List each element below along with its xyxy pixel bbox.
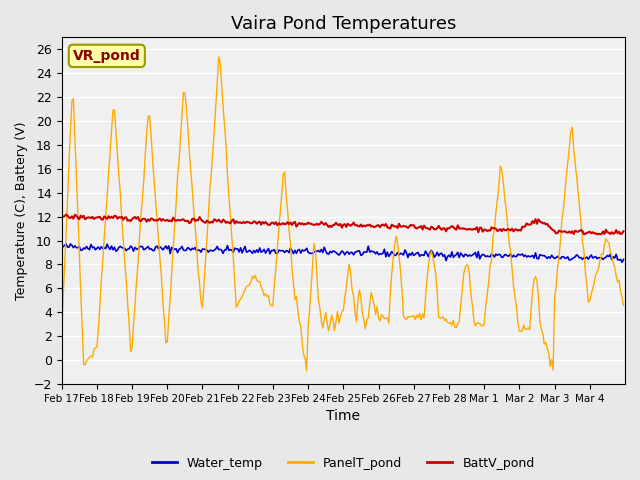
Text: VR_pond: VR_pond (73, 49, 141, 63)
Y-axis label: Temperature (C), Battery (V): Temperature (C), Battery (V) (15, 121, 28, 300)
Legend: Water_temp, PanelT_pond, BattV_pond: Water_temp, PanelT_pond, BattV_pond (147, 452, 540, 475)
Title: Vaira Pond Temperatures: Vaira Pond Temperatures (230, 15, 456, 33)
X-axis label: Time: Time (326, 409, 360, 423)
